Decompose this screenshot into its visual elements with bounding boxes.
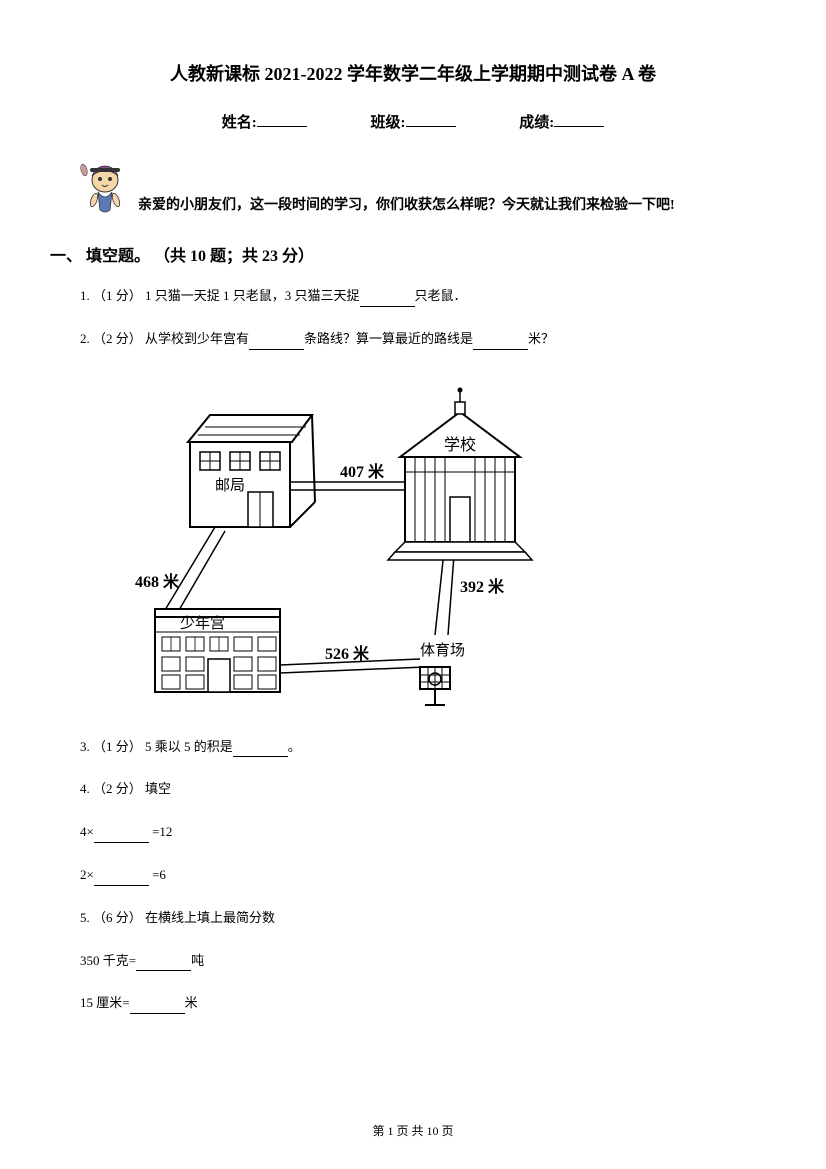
name-blank: [257, 126, 307, 127]
question-1: 1. （1 分） 1 只猫一天捉 1 只老鼠，3 只猫三天捉 只老鼠．: [80, 286, 746, 307]
q1-blank: [360, 293, 415, 307]
q5-blank-1: [136, 957, 191, 971]
q2-blank-1: [249, 336, 304, 350]
youth-label: 少年宫: [180, 615, 225, 632]
question-5: 5. （6 分） 在横线上填上最简分数: [80, 908, 746, 929]
page-title: 人教新课标 2021-2022 学年数学二年级上学期期中测试卷 A 卷: [80, 60, 746, 86]
question-4-line-1: 4× =12: [80, 822, 746, 843]
q5-blank-2: [130, 1000, 185, 1014]
q4-line2-suffix: =6: [149, 867, 166, 882]
q5-line1-prefix: 350 千克=: [80, 953, 136, 968]
post-label: 邮局: [215, 477, 245, 494]
distance-youth-stadium: 526 米: [325, 644, 370, 663]
q1-suffix: 只老鼠．: [415, 288, 467, 303]
section-1-heading: 一、 填空题。 （共 10 题；共 23 分）: [50, 242, 746, 266]
school-label: 学校: [444, 436, 476, 454]
q1-prefix: 1. （1 分） 1 只猫一天捉 1 只老鼠，3 只猫三天捉: [80, 288, 360, 303]
q4-blank-2: [94, 872, 149, 886]
map-diagram: 学校 邮局: [120, 387, 570, 707]
student-info-line: 姓名: 班级: 成绩:: [80, 111, 746, 132]
score-blank: [554, 126, 604, 127]
distance-post-school: 407 米: [340, 462, 385, 481]
question-4-line-2: 2× =6: [80, 865, 746, 886]
mascot-icon: [80, 162, 130, 217]
greeting-row: 亲爱的小朋友们，这一段时间的学习，你们收获怎么样呢？今天就让我们来检验一下吧!: [80, 162, 746, 217]
q3-blank: [233, 743, 288, 757]
question-5-line-1: 350 千克= 吨: [80, 951, 746, 972]
q4-line1-suffix: =12: [149, 824, 173, 839]
stadium-label: 体育场: [420, 642, 465, 659]
q2-prefix: 2. （2 分） 从学校到少年宫有: [80, 331, 249, 346]
name-label: 姓名:: [222, 115, 257, 131]
school-building-icon: [388, 387, 532, 560]
q3-suffix: 。: [288, 739, 301, 754]
q2-mid: 条路线？算一算最近的路线是: [304, 331, 473, 346]
q2-blank-2: [473, 336, 528, 350]
class-label: 班级:: [371, 115, 406, 131]
q4-line2-prefix: 2×: [80, 867, 94, 882]
question-2: 2. （2 分） 从学校到少年宫有 条路线？算一算最近的路线是 米？: [80, 329, 746, 350]
distance-post-youth: 468 米: [135, 572, 180, 591]
q5-line2-suffix: 米: [185, 995, 198, 1010]
q5-line2-prefix: 15 厘米=: [80, 995, 130, 1010]
score-label: 成绩:: [519, 115, 554, 131]
question-4: 4. （2 分） 填空: [80, 779, 746, 800]
page-footer: 第 1 页 共 10 页: [0, 1122, 826, 1139]
q4-blank-1: [94, 829, 149, 843]
greeting-text: 亲爱的小朋友们，这一段时间的学习，你们收获怎么样呢？今天就让我们来检验一下吧!: [138, 194, 675, 217]
post-office-icon: [188, 415, 315, 527]
distance-school-stadium: 392 米: [460, 577, 505, 596]
q2-suffix: 米？: [528, 331, 554, 346]
q3-prefix: 3. （1 分） 5 乘以 5 的积是: [80, 739, 233, 754]
question-5-line-2: 15 厘米= 米: [80, 993, 746, 1014]
class-blank: [406, 126, 456, 127]
q5-line1-suffix: 吨: [191, 953, 204, 968]
stadium-icon: [420, 667, 450, 705]
question-3: 3. （1 分） 5 乘以 5 的积是 。: [80, 737, 746, 758]
q4-line1-prefix: 4×: [80, 824, 94, 839]
